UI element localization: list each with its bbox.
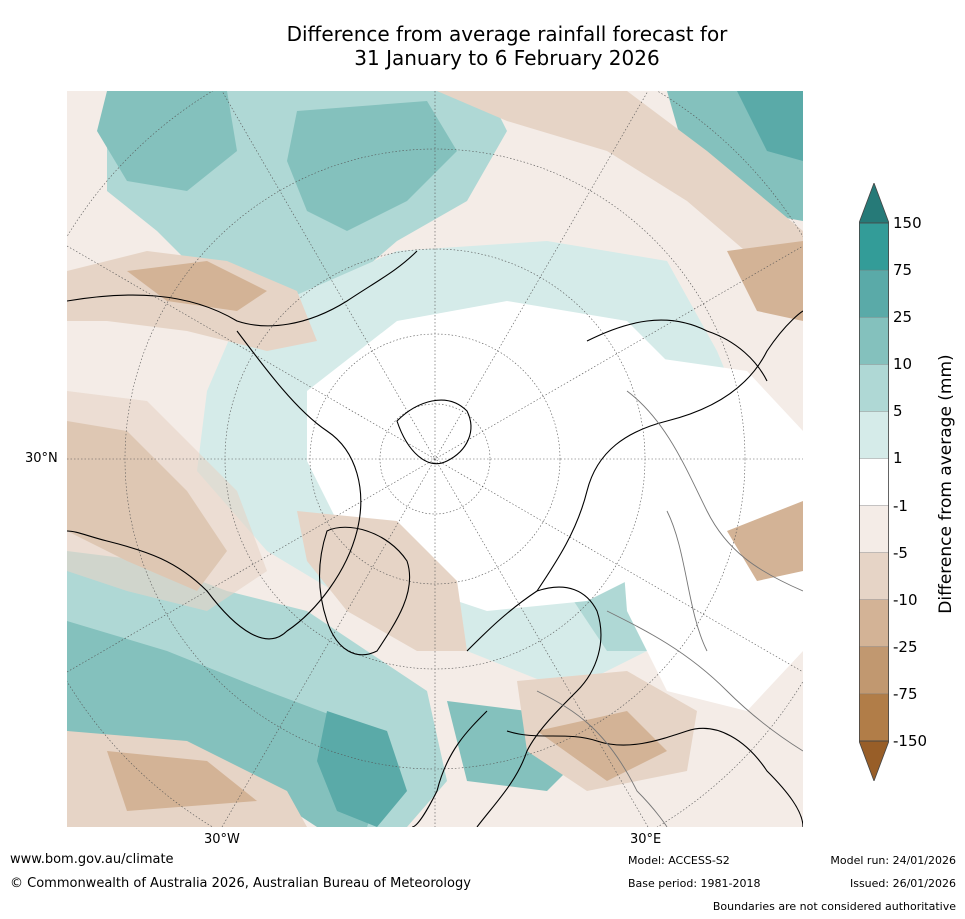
colorbar-segment (859, 411, 889, 460)
colorbar-segment (859, 552, 889, 601)
brown-region-europe-core (537, 711, 667, 781)
chart-title: Difference from average rainfall forecas… (0, 22, 965, 70)
colorbar-tick-label: 5 (893, 402, 903, 421)
colorbar-tick-label: 25 (893, 308, 913, 327)
rainfall-anomaly-map[interactable] (67, 91, 803, 827)
colorbar-tick-label: 75 (893, 261, 913, 280)
coastlines (67, 250, 803, 827)
colorbar (859, 183, 889, 781)
copyright-text: © Commonwealth of Australia 2026, Austra… (10, 876, 471, 891)
colorbar-extend-top (859, 183, 889, 224)
website-link[interactable]: www.bom.gov.au/climate (10, 852, 174, 867)
colorbar-tick-label: 150 (893, 214, 922, 232)
blue-region-pacific-north-core (287, 101, 457, 231)
blue-region-ne-corner-core (737, 91, 803, 161)
model-run-text: Model run: 24/01/2026 (830, 854, 956, 867)
brown-region-north-pacific-core (127, 261, 267, 311)
colorbar-tick-label: -150 (893, 732, 928, 750)
map-svg (67, 91, 803, 827)
longitude-label-30w: 30°W (204, 832, 240, 847)
colorbar-segment (859, 646, 889, 695)
colorbar-segment (859, 269, 889, 318)
graticule (67, 91, 803, 827)
colorbar-segment (859, 458, 889, 507)
colorbar-tick-label: -5 (893, 543, 908, 562)
title-line-1: Difference from average rainfall forecas… (286, 22, 728, 46)
blue-region-pacific-nw (97, 91, 237, 191)
brown-region-east (727, 241, 803, 321)
blue-region-atlantic-core (67, 621, 387, 827)
base-period-text: Base period: 1981-2018 (628, 877, 761, 890)
colorbar-tick-label: -25 (893, 637, 918, 656)
blue-region-mediterranean (447, 701, 587, 791)
colorbar-tick-label: -75 (893, 684, 918, 703)
colorbar-tick-label: 10 (893, 355, 913, 374)
disclaimer-text: Boundaries are not considered authoritat… (712, 900, 956, 913)
colorbar-extend-bottom (859, 740, 889, 781)
latitude-label-30n: 30°N (25, 451, 58, 466)
colorbar-segment (859, 364, 889, 413)
model-text: Model: ACCESS-S2 (628, 854, 730, 867)
colorbar-title: Difference from average (mm) (936, 354, 956, 614)
colorbar-segment (859, 599, 889, 648)
colorbar-segment (859, 505, 889, 554)
blue-region-atlantic-deep (317, 711, 407, 827)
colorbar-tick-label: 1 (893, 449, 903, 468)
title-line-2: 31 January to 6 February 2026 (354, 46, 660, 70)
colorbar-segments (859, 183, 889, 781)
colorbar-outline (859, 222, 889, 742)
colorbar-segment (859, 316, 889, 365)
colorbar-segment (859, 222, 889, 271)
colorbar-tick-label: -10 (893, 590, 918, 609)
brown-region-atlantic-south-core (107, 751, 257, 811)
brown-region-greenland-sea (297, 511, 467, 651)
longitude-label-30e: 30°E (630, 832, 662, 847)
issued-text: Issued: 26/01/2026 (849, 877, 956, 890)
white-region-asia (607, 351, 803, 711)
colorbar-tick-label: -1 (893, 496, 908, 515)
country-borders (536, 390, 803, 827)
brown-region-south-east (727, 501, 803, 581)
brown-region-north-america-light (67, 391, 267, 611)
colorbar-segment (859, 693, 889, 742)
